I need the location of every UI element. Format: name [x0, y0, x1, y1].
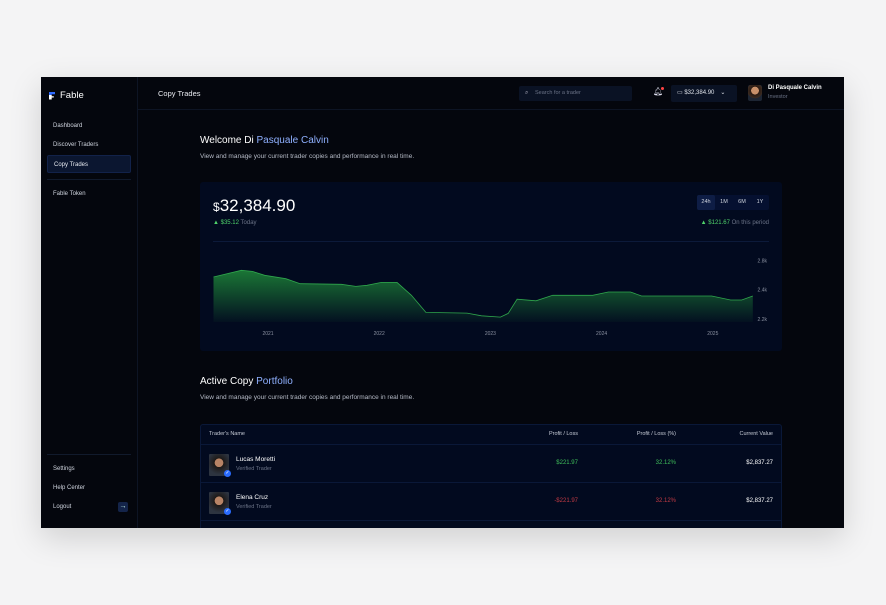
- sidebar-item-copy-trades[interactable]: Copy Trades: [47, 155, 131, 173]
- trader-role: Verified Trader: [236, 504, 272, 510]
- chevron-down-icon: ⌄: [720, 90, 726, 96]
- tab-6m[interactable]: 6M: [738, 199, 746, 205]
- sidebar: Fable Dashboard Discover Traders Copy Tr…: [41, 77, 138, 528]
- portfolio-title-highlight: Portfolio: [256, 376, 293, 387]
- x-tick-label: 2021: [262, 331, 273, 337]
- welcome-heading: Welcome Di Pasquale Calvin: [200, 135, 329, 146]
- user-name: Di Pasquale Calvin: [768, 85, 822, 91]
- period-label: On this period: [731, 220, 769, 226]
- portfolio-title-prefix: Active Copy: [200, 376, 257, 387]
- user-menu[interactable]: Di Pasquale Calvin Investor: [748, 85, 822, 101]
- traders-table: Trader's Name Profit / Loss Profit / Los…: [200, 424, 782, 528]
- arrow-right-icon[interactable]: →: [118, 502, 128, 512]
- profit-loss: $221.97: [556, 460, 578, 466]
- area-series: [213, 270, 753, 322]
- logout-label: Logout: [53, 504, 72, 510]
- portfolio-subtitle: View and manage your current trader copi…: [200, 394, 415, 401]
- tab-24h[interactable]: 24h: [697, 195, 715, 210]
- today-label: Today: [240, 220, 257, 226]
- portfolio-value-card: $32,384.90 ▲ $35.12 Today ▲ $121.67 On t…: [200, 182, 782, 351]
- today-change-value: $35.12: [220, 220, 239, 226]
- x-tick-label: 2022: [374, 331, 385, 337]
- header: Copy Trades ⌕ Search for a trader 🔔︎ ▭ $3…: [138, 77, 844, 110]
- profit-loss-pct: 32.12%: [655, 460, 676, 466]
- y-tick-label: 2.8k: [758, 259, 768, 265]
- sidebar-item-fable-token[interactable]: Fable Token: [53, 191, 86, 197]
- search-icon: ⌕: [525, 90, 529, 96]
- sidebar-item-logout[interactable]: Logout →: [47, 498, 131, 516]
- y-tick-label: 2.2k: [758, 317, 768, 323]
- verified-check-icon: ✓: [224, 470, 231, 477]
- verified-check-icon: ✓: [224, 508, 231, 515]
- column-header-current-value[interactable]: Current Value: [739, 431, 773, 437]
- welcome-prefix: Welcome Di: [200, 135, 257, 146]
- amount: 32,384.90: [219, 196, 296, 215]
- sidebar-item-discover-traders[interactable]: Discover Traders: [53, 142, 99, 148]
- tab-1m[interactable]: 1M: [720, 199, 728, 205]
- current-value: $2,837.27: [746, 498, 773, 504]
- table-row[interactable]: ✓ Lucas Moretti Verified Trader $221.97 …: [201, 444, 781, 482]
- series-line: [213, 269, 753, 318]
- table-row[interactable]: [201, 520, 781, 528]
- app-window: Fable Dashboard Discover Traders Copy Tr…: [41, 77, 844, 528]
- period-change-value: $121.67: [708, 220, 730, 226]
- total-value: $32,384.90: [213, 196, 295, 216]
- trader-avatar: ✓: [209, 492, 231, 515]
- range-tabs: 24h 1M 6M 1Y: [697, 195, 769, 210]
- sidebar-item-dashboard[interactable]: Dashboard: [53, 123, 83, 129]
- table-row[interactable]: ✓ Elena Cruz Verified Trader -$221.97 32…: [201, 482, 781, 520]
- logo[interactable]: Fable: [49, 90, 84, 101]
- page-title: Copy Trades: [158, 89, 201, 98]
- portfolio-chart: 2021 2022 2023 2024 2025 2.8k 2.4k 2.2k: [213, 259, 768, 337]
- fable-logo-icon: [49, 91, 55, 100]
- balance-value: $32,384.90: [684, 90, 715, 96]
- sidebar-item-help-center[interactable]: Help Center: [53, 485, 86, 491]
- profit-loss: -$221.97: [554, 498, 578, 504]
- balance-dropdown[interactable]: ▭ $32,384.90 ⌄: [671, 85, 737, 102]
- divider: [213, 241, 769, 242]
- trader-name: Elena Cruz: [236, 494, 269, 501]
- welcome-subtitle: View and manage your current trader copi…: [200, 153, 415, 160]
- tab-1y[interactable]: 1Y: [756, 199, 764, 205]
- column-header-profit-loss[interactable]: Profit / Loss: [548, 431, 578, 437]
- x-tick-label: 2024: [596, 331, 607, 337]
- profit-loss-pct: 32.12%: [655, 498, 676, 504]
- portfolio-heading: Active Copy Portfolio: [200, 376, 293, 387]
- currency-symbol: $: [213, 200, 220, 214]
- today-change: ▲ $35.12 Today: [213, 220, 257, 226]
- period-change: ▲ $121.67 On this period: [700, 220, 769, 226]
- trader-name: Lucas Moretti: [236, 456, 276, 463]
- divider: [47, 454, 131, 455]
- notification-bell-icon[interactable]: 🔔︎: [653, 87, 665, 96]
- search-input[interactable]: ⌕ Search for a trader: [519, 86, 632, 101]
- welcome-name: Pasquale Calvin: [256, 135, 329, 146]
- search-placeholder: Search for a trader: [535, 90, 581, 96]
- column-header-name[interactable]: Trader's Name: [209, 431, 245, 437]
- notification-dot: [661, 87, 665, 90]
- y-tick-label: 2.4k: [758, 288, 768, 294]
- current-value: $2,837.27: [746, 460, 773, 466]
- user-role: Investor: [768, 94, 788, 100]
- app-name: Fable: [60, 90, 84, 101]
- trader-role: Verified Trader: [236, 466, 272, 472]
- divider: [47, 179, 131, 180]
- x-tick-label: 2023: [485, 331, 496, 337]
- wallet-icon: ▭: [677, 90, 685, 96]
- sidebar-item-settings[interactable]: Settings: [53, 466, 75, 472]
- trader-avatar: ✓: [209, 454, 231, 477]
- column-header-profit-loss-pct[interactable]: Profit / Loss (%): [636, 431, 676, 437]
- avatar: [748, 85, 762, 101]
- x-tick-label: 2025: [707, 331, 718, 337]
